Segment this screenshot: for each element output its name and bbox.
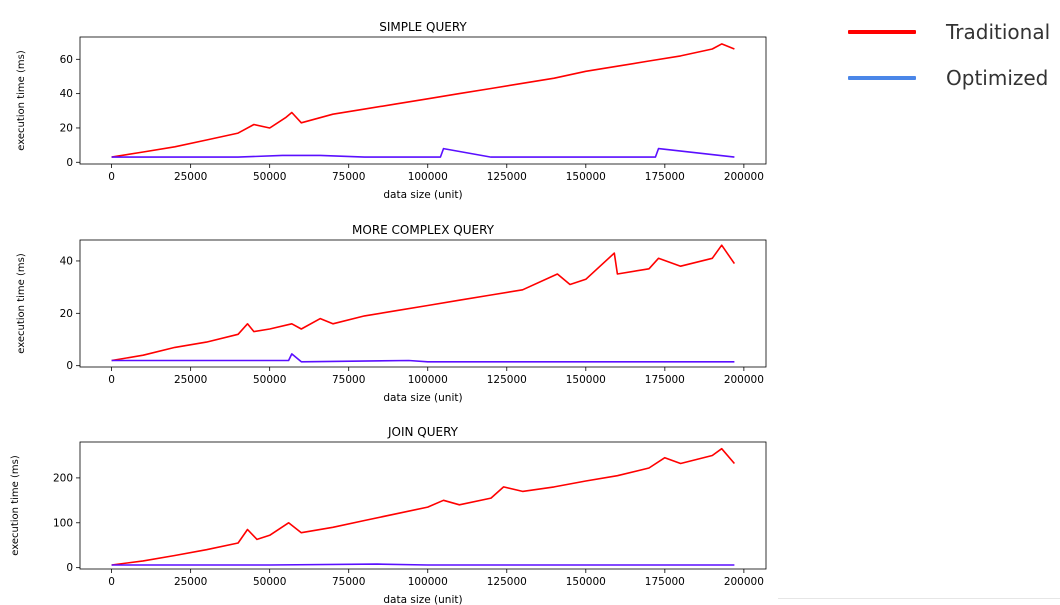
x-tick-label: 75000 [332,171,365,183]
x-tick-label: 50000 [253,171,286,183]
y-tick-label: 40 [60,255,73,267]
y-tick-label: 20 [60,308,73,320]
series-line-optimized [111,353,735,363]
y-tick-label: 200 [53,472,73,484]
x-tick-label: 100000 [408,576,448,588]
chart-title: MORE COMPLEX QUERY [352,223,495,237]
x-tick-label: 0 [108,374,115,386]
x-tick-label: 175000 [645,576,685,588]
plot-frame [79,239,767,368]
y-tick-label: 0 [66,157,73,169]
x-tick-label: 150000 [566,576,606,588]
x-tick-label: 25000 [174,576,207,588]
series-line-traditional [111,447,736,566]
y-tick-label: 100 [53,517,73,529]
y-tick-label: 0 [66,562,73,574]
series-line-traditional [111,244,736,362]
x-axis-label: data size (unit) [383,392,462,404]
y-axis-label: execution time (ms) [10,455,21,556]
x-tick-label: 150000 [566,374,606,386]
x-tick-label: 25000 [174,374,207,386]
x-tick-label: 75000 [332,374,365,386]
legend-swatch-optimized [848,76,916,80]
x-tick-label: 75000 [332,576,365,588]
x-tick-label: 200000 [724,171,764,183]
chart-panel-1: SIMPLE QUERY 0 25000 50000 75000 100000 125000… [16,20,767,201]
legend-label-traditional: Traditional [946,20,1051,44]
x-tick-label: 125000 [487,171,527,183]
chart-panel-3: JOIN QUERY 0 25000 50000 75000 100000 125000 15… [10,425,767,605]
x-axis-label: data size (unit) [383,594,462,605]
legend-swatch-traditional [848,30,916,34]
x-tick-label: 150000 [566,171,606,183]
x-tick-label: 50000 [253,576,286,588]
chart-title: JOIN QUERY [387,425,459,439]
x-tick-label: 125000 [487,374,527,386]
x-tick-label: 100000 [408,374,448,386]
legend-item-optimized: Optimized [840,60,1048,96]
y-axis-label: execution time (ms) [16,50,27,151]
divider [778,598,1060,599]
x-tick-label: 125000 [487,576,527,588]
chart-panel-2: MORE COMPLEX QUERY 0 25000 50000 75000 100000… [16,223,767,404]
y-tick-label: 20 [60,122,73,134]
chart-title: SIMPLE QUERY [379,20,467,34]
x-tick-label: 200000 [724,374,764,386]
x-tick-label: 0 [108,171,115,183]
x-tick-label: 175000 [645,171,685,183]
legend-item-traditional: Traditional [840,14,1050,50]
x-tick-label: 50000 [253,374,286,386]
y-tick-label: 40 [60,88,73,100]
series-line-optimized [111,147,735,158]
plot-frame [79,441,767,570]
legend: Traditional Optimized [840,14,1060,104]
series-line-traditional [111,43,735,158]
plot-frame [79,36,767,165]
x-tick-label: 25000 [174,171,207,183]
x-tick-label: 0 [108,576,115,588]
x-tick-label: 100000 [408,171,448,183]
y-axis-label: execution time (ms) [16,253,27,354]
legend-label-optimized: Optimized [946,66,1049,90]
y-tick-label: 0 [66,360,73,372]
x-tick-label: 200000 [724,576,764,588]
x-axis-label: data size (unit) [383,189,462,201]
x-tick-label: 175000 [645,374,685,386]
series-line-optimized [111,563,735,566]
y-tick-label: 60 [60,54,73,66]
